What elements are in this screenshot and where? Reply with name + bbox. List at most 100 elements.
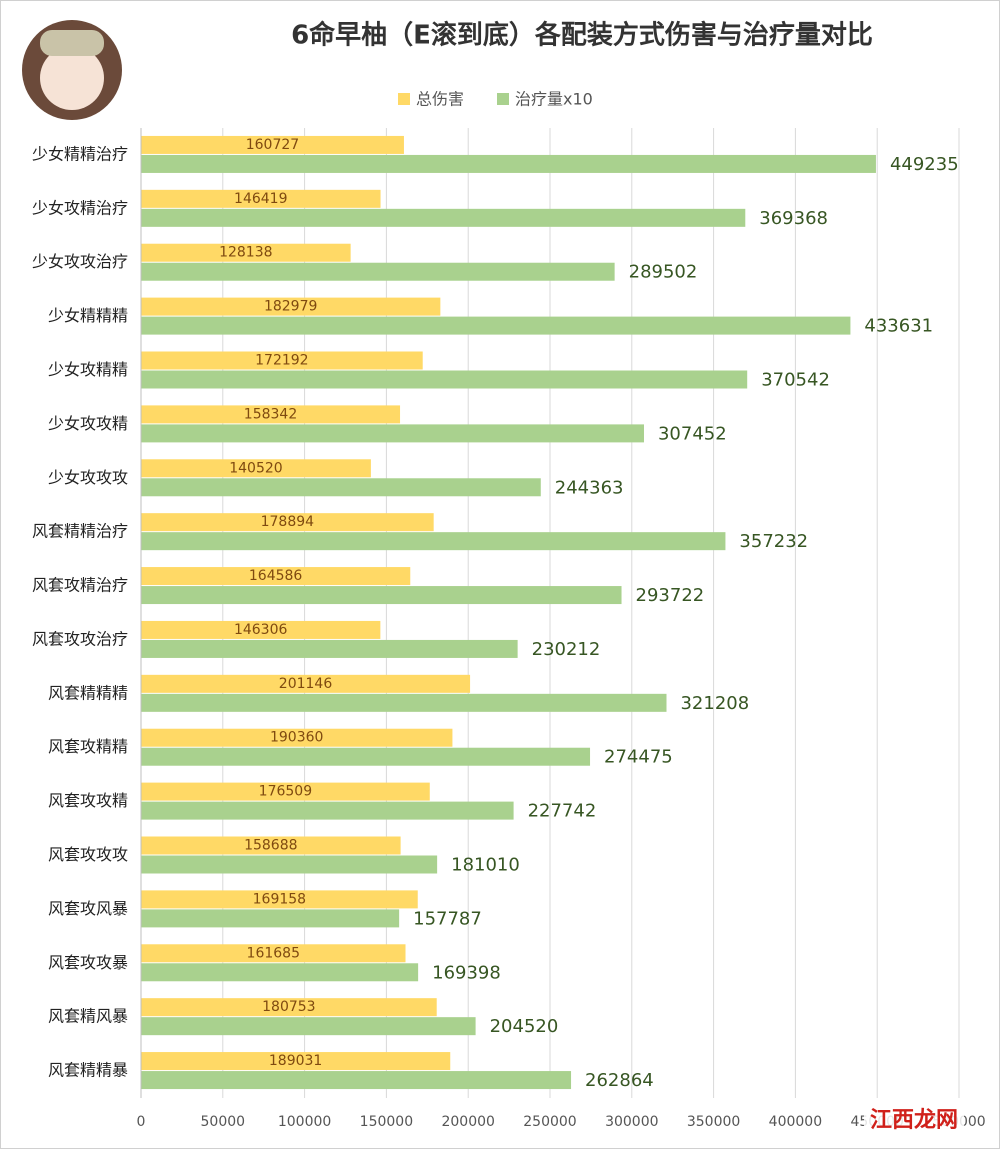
value-label: 369368 xyxy=(759,208,828,229)
bar xyxy=(141,135,404,154)
value-label: 370542 xyxy=(761,370,830,391)
chart-title: 6命早柚（E滚到底）各配装方式伤害与治疗量对比 xyxy=(291,20,873,51)
y-tick-label: 风套精精治疗 xyxy=(32,522,128,541)
value-label: 146306 xyxy=(234,622,288,638)
legend-swatch xyxy=(398,93,410,105)
bar xyxy=(141,998,437,1017)
y-tick-label: 风套攻风暴 xyxy=(48,899,128,918)
y-tick-label: 少女精精治疗 xyxy=(32,144,128,163)
bar xyxy=(141,674,471,693)
x-tick-label: 0 xyxy=(137,1114,146,1130)
value-label: 180753 xyxy=(262,999,315,1015)
bar xyxy=(141,909,400,928)
bar xyxy=(141,747,591,766)
y-tick-label: 风套精精精 xyxy=(48,683,128,702)
watermark-bg xyxy=(864,1104,964,1136)
y-tick-label: 少女攻精治疗 xyxy=(32,198,128,217)
value-label: 289502 xyxy=(629,262,698,283)
value-label: 146419 xyxy=(234,191,287,207)
value-label: 158688 xyxy=(244,838,297,854)
y-tick-label: 风套精精暴 xyxy=(48,1061,128,1080)
x-tick-label: 100000 xyxy=(278,1114,331,1130)
bar xyxy=(141,351,423,370)
y-tick-label: 少女攻攻攻 xyxy=(48,468,128,487)
value-label: 176509 xyxy=(259,784,312,800)
bar xyxy=(141,478,541,497)
value-label: 307452 xyxy=(658,423,727,444)
bar xyxy=(141,459,371,478)
bar xyxy=(141,586,622,605)
y-tick-label: 风套攻精精 xyxy=(48,737,128,756)
value-label: 244363 xyxy=(555,477,624,498)
bar xyxy=(141,370,748,389)
value-label: 274475 xyxy=(604,747,673,768)
bar xyxy=(141,532,726,551)
bar xyxy=(141,1071,572,1090)
value-label: 169398 xyxy=(432,962,501,983)
value-label: 227742 xyxy=(528,801,597,822)
value-label: 204520 xyxy=(490,1016,559,1037)
bar xyxy=(141,1052,451,1071)
bar xyxy=(141,728,453,747)
bar xyxy=(141,297,441,316)
value-label: 160727 xyxy=(246,137,299,153)
bar xyxy=(141,963,419,982)
bar xyxy=(141,513,434,532)
y-tick-label: 少女攻攻治疗 xyxy=(32,252,128,271)
value-label: 161685 xyxy=(247,945,300,961)
bar xyxy=(141,855,438,874)
y-tick-label: 少女攻精精 xyxy=(48,360,128,379)
x-tick-label: 300000 xyxy=(605,1114,658,1130)
bar xyxy=(141,405,401,424)
bar xyxy=(141,693,667,712)
y-tick-label: 风套攻攻暴 xyxy=(48,953,128,972)
value-label: 201146 xyxy=(279,676,333,692)
bar xyxy=(141,208,746,227)
y-tick-label: 风套精风暴 xyxy=(48,1007,128,1026)
value-label: 293722 xyxy=(636,585,705,606)
value-label: 190360 xyxy=(270,730,323,746)
bar xyxy=(141,567,411,586)
bar xyxy=(141,801,514,820)
value-label: 189031 xyxy=(269,1053,322,1069)
value-label: 169158 xyxy=(253,891,306,907)
legend-label: 总伤害 xyxy=(416,90,464,109)
legend-swatch xyxy=(497,93,509,105)
bar xyxy=(141,836,401,855)
value-label: 449235 xyxy=(890,154,959,175)
value-label: 128138 xyxy=(219,245,272,261)
y-tick-label: 风套攻攻治疗 xyxy=(32,629,128,648)
bar xyxy=(141,890,418,909)
bar xyxy=(141,944,406,963)
value-label: 178894 xyxy=(261,514,315,530)
value-label: 262864 xyxy=(585,1070,654,1091)
value-label: 181010 xyxy=(451,855,520,876)
bar xyxy=(141,189,381,208)
y-tick-label: 少女精精精 xyxy=(48,306,128,325)
value-label: 157787 xyxy=(413,908,482,929)
y-tick-label: 风套攻精治疗 xyxy=(32,576,128,595)
bar xyxy=(141,782,430,801)
value-label: 140520 xyxy=(229,460,282,476)
bar xyxy=(141,620,381,639)
bar xyxy=(141,1017,476,1036)
y-tick-label: 风套攻攻精 xyxy=(48,791,128,810)
bar xyxy=(141,316,851,335)
x-tick-label: 350000 xyxy=(687,1114,740,1130)
bar xyxy=(141,262,615,281)
x-tick-label: 50000 xyxy=(201,1114,246,1130)
value-label: 182979 xyxy=(264,299,317,315)
value-label: 158342 xyxy=(244,406,297,422)
value-label: 321208 xyxy=(680,693,749,714)
x-tick-label: 250000 xyxy=(523,1114,576,1130)
bar xyxy=(141,243,351,262)
x-tick-label: 400000 xyxy=(769,1114,822,1130)
legend-label: 治疗量x10 xyxy=(515,90,593,109)
value-label: 164586 xyxy=(249,568,303,584)
y-tick-label: 风套攻攻攻 xyxy=(48,845,128,864)
x-tick-label: 150000 xyxy=(360,1114,413,1130)
value-label: 433631 xyxy=(864,316,933,337)
value-label: 230212 xyxy=(532,639,601,660)
avatar xyxy=(22,20,122,120)
